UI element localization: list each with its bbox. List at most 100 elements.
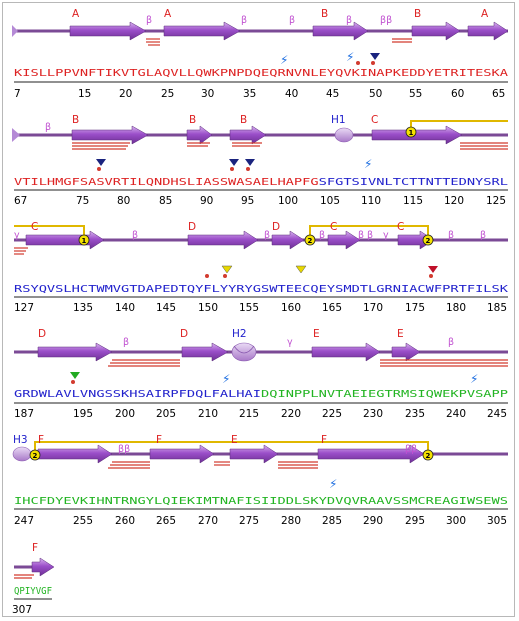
strand-label: D (272, 221, 280, 233)
beta-bridge-label: β (264, 230, 270, 241)
residue-number: 135 (73, 302, 93, 314)
beta-strand (69, 21, 147, 41)
beta-strand (229, 125, 267, 145)
beta-bridge-label: β (289, 15, 295, 26)
lightning-icon: ⚡ (470, 372, 478, 386)
lightning-icon: ⚡ (329, 477, 337, 491)
strand-label: A (72, 8, 80, 20)
strand-label: F (38, 434, 44, 446)
disulfide-number: 1 (409, 129, 414, 137)
residue-number: 170 (363, 302, 383, 314)
strand-label: C (371, 114, 378, 126)
helix-start-cap (12, 128, 20, 142)
alpha-helix (233, 345, 255, 354)
beta-strand (371, 125, 463, 145)
beta-strand (37, 342, 113, 362)
sequence-text: IHCFDYEVKIHNTRNGYLQIEKIMTNAFISIIDDLSKYDV… (14, 496, 509, 507)
ligand-dot-icon (371, 61, 375, 65)
beta-strand (25, 230, 105, 250)
beta-strand (327, 230, 361, 250)
row-6: F QPIYVGF (14, 542, 55, 600)
beta-strand (271, 230, 305, 250)
disulfide-number: 2 (426, 452, 431, 460)
hairpin-lines (146, 38, 412, 46)
strand-label: F (32, 542, 38, 554)
residue-number: 125 (486, 195, 506, 207)
strand-label: B (240, 114, 247, 126)
beta-strand (31, 557, 55, 577)
residue-number: 230 (363, 408, 383, 420)
disulfide-bonds (14, 225, 429, 238)
sequence-text: QPIYVGF (14, 586, 52, 597)
beta-strand (71, 125, 149, 145)
disulfide-number: 2 (33, 452, 38, 460)
residue-number: 40 (285, 88, 298, 100)
residue-number: 115 (403, 195, 423, 207)
residue-number: 235 (405, 408, 425, 420)
beta-strand (186, 125, 213, 145)
residue-number: 240 (446, 408, 466, 420)
strand-arrows (37, 342, 421, 362)
beta-strand (163, 21, 241, 41)
beta-strand (311, 342, 381, 362)
triangle-marker-icon (428, 266, 438, 273)
residue-number: 180 (446, 302, 466, 314)
disulfide-marker (422, 234, 434, 246)
beta-bridge-label: β (132, 230, 138, 241)
residue-number: 95 (241, 195, 254, 207)
residue-number: 210 (198, 408, 218, 420)
ligand-dot-icon (230, 167, 234, 171)
strand-label: C (330, 221, 337, 233)
strand-label: E (231, 434, 238, 446)
residue-number: 127 (14, 302, 34, 314)
residue-number: 305 (487, 515, 507, 527)
triangle-marker-icon (70, 372, 80, 379)
residue-number: 100 (278, 195, 298, 207)
disulfide-number: 1 (82, 237, 87, 245)
residue-number: 120 (444, 195, 464, 207)
row-4: D D H2 E E β γ β ⚡ ⚡ GRDWLAVLVNGSSKHSAIR… (14, 328, 509, 404)
triangle-marker-icon (370, 53, 380, 60)
beta-bridge-label: ββ (118, 444, 130, 455)
beta-strand (391, 342, 421, 362)
strand-label: F (156, 434, 162, 446)
residue-number: 187 (14, 408, 34, 420)
helix-label: H3 (13, 434, 28, 446)
residue-number: 185 (487, 302, 507, 314)
residue-number: 60 (451, 88, 464, 100)
strand-label: A (164, 8, 172, 20)
residue-number: 247 (14, 515, 34, 527)
ligand-dot-icon (71, 380, 75, 384)
ligand-dot-icon (356, 61, 360, 65)
hairpin-lines (14, 574, 34, 579)
beta-bridge-label: β (448, 230, 454, 241)
residue-number: 275 (239, 515, 259, 527)
residue-number: 105 (320, 195, 340, 207)
beta-bridge-label: γ (14, 230, 20, 241)
strand-arrows (71, 125, 463, 145)
residue-number: 205 (156, 408, 176, 420)
beta-bridge-label: β (45, 122, 51, 133)
residue-number: 280 (281, 515, 301, 527)
residue-number: 295 (405, 515, 425, 527)
disulfide-number: 2 (308, 237, 313, 245)
residue-number: 45 (326, 88, 339, 100)
residue-number: 300 (446, 515, 466, 527)
strand-label: C (31, 221, 38, 233)
residue-number: 220 (281, 408, 301, 420)
disulfide-marker (29, 449, 41, 461)
strand-arrows (69, 21, 509, 41)
disulfide-bond (34, 441, 429, 454)
beta-strand (411, 21, 461, 41)
alpha-helix (12, 446, 32, 462)
residue-number: 65 (492, 88, 505, 100)
lightning-icon: ⚡ (222, 372, 230, 386)
residue-number: 55 (409, 88, 422, 100)
strand-label: B (189, 114, 196, 126)
sequence-text: RSYQVSLHCTWMVGTDAPEDTQYFLYYRYGSWTEECQEYS… (14, 284, 509, 295)
residue-number: 155 (239, 302, 259, 314)
residue-number: 215 (239, 408, 259, 420)
beta-bridge-label: β (367, 230, 373, 241)
residue-number: 140 (115, 302, 135, 314)
residue-number: 145 (156, 302, 176, 314)
